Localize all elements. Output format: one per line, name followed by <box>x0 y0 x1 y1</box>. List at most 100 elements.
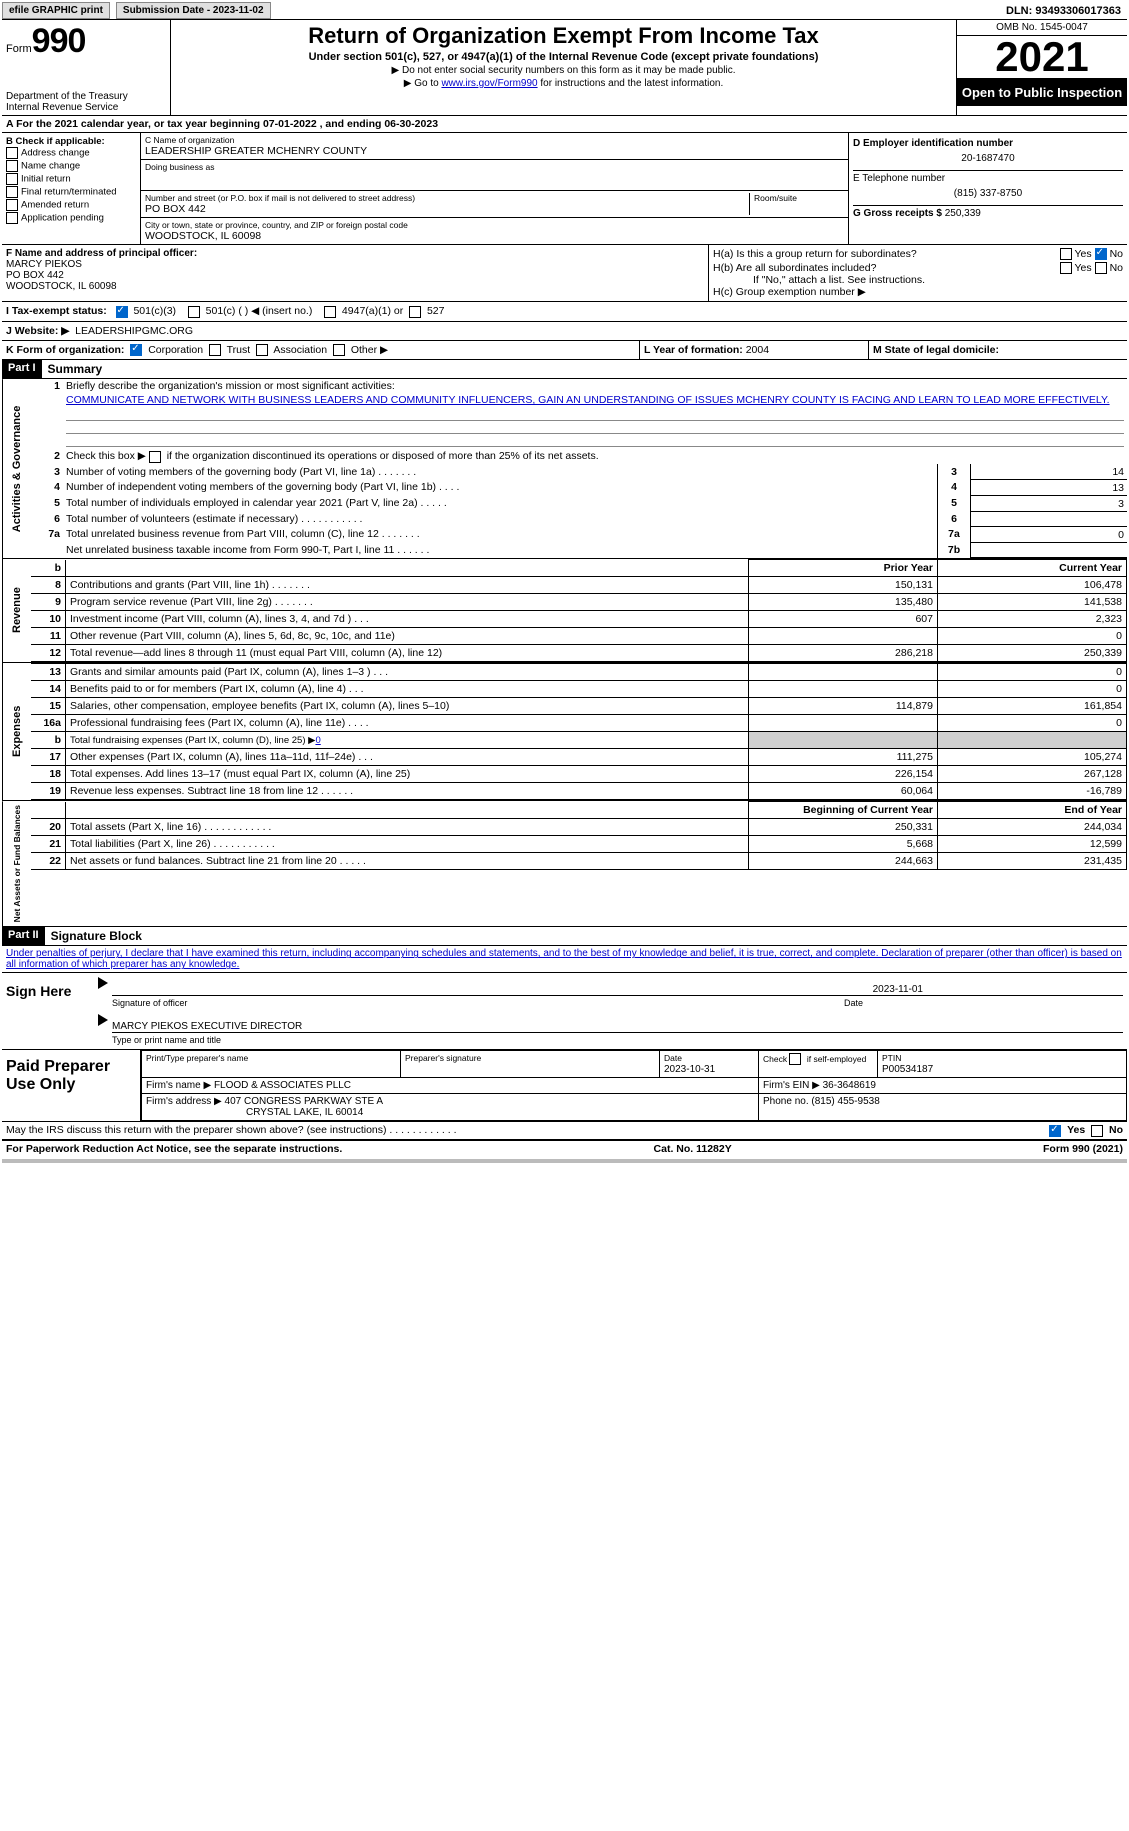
box-d: D Employer identification number20-16874… <box>849 133 1127 244</box>
dba-label: Doing business as <box>145 162 844 172</box>
chk-initial-return[interactable] <box>6 173 18 185</box>
submission-date-button[interactable]: Submission Date - 2023-11-02 <box>116 2 271 19</box>
b-label: b <box>31 560 66 577</box>
chk-other[interactable] <box>333 344 345 356</box>
expenses-table: 13Grants and similar amounts paid (Part … <box>31 663 1127 800</box>
l2-text: Check this box ▶ if the organization dis… <box>66 450 599 462</box>
chk-application-pending[interactable] <box>6 212 18 224</box>
col-curr: Current Year <box>938 560 1127 577</box>
chk-hb-yes[interactable] <box>1060 262 1072 274</box>
lbl-application-pending: Application pending <box>21 213 104 224</box>
lbl-other: Other ▶ <box>351 344 388 356</box>
box-c: C Name of organizationLEADERSHIP GREATER… <box>141 133 849 244</box>
chk-trust[interactable] <box>209 344 221 356</box>
lbl-501c3: 501(c)(3) <box>133 305 176 317</box>
chk-527[interactable] <box>409 306 421 318</box>
prep-sig-label: Preparer's signature <box>405 1053 481 1063</box>
form-subtitle: Under section 501(c), 527, or 4947(a)(1)… <box>177 51 950 63</box>
mission-text: COMMUNICATE AND NETWORK WITH BUSINESS LE… <box>66 392 1124 408</box>
ein-value: 20-1687470 <box>853 149 1123 168</box>
chk-name-change[interactable] <box>6 160 18 172</box>
row-f-h: F Name and address of principal officer:… <box>2 245 1127 302</box>
chk-self-employed[interactable] <box>789 1053 801 1065</box>
discuss-yes: Yes <box>1067 1124 1085 1136</box>
chk-501c[interactable] <box>188 306 200 318</box>
chk-discontinued[interactable] <box>149 451 161 463</box>
part2-header: Part II Signature Block <box>2 927 1127 946</box>
cat-no: Cat. No. 11282Y <box>654 1143 732 1155</box>
chk-amended-return[interactable] <box>6 199 18 211</box>
row-j: J Website: ▶ LEADERSHIPGMC.ORG <box>2 322 1127 341</box>
row-klm: K Form of organization: Corporation Trus… <box>2 341 1127 360</box>
summary-table-governance: 1 Briefly describe the organization's mi… <box>31 379 1127 464</box>
box-b-title: B Check if applicable: <box>6 136 136 147</box>
sig-date-label: Date <box>844 998 1123 1008</box>
ha-yes: Yes <box>1075 248 1092 260</box>
firm-ein: 36-3648619 <box>823 1080 876 1091</box>
lbl-4947: 4947(a)(1) or <box>342 305 403 317</box>
hb-yes: Yes <box>1075 262 1092 274</box>
dept-treasury: Department of the Treasury <box>6 91 166 102</box>
chk-assoc[interactable] <box>256 344 268 356</box>
line-a: A For the 2021 calendar year, or tax yea… <box>2 116 1127 133</box>
org-name-label: C Name of organization <box>145 135 844 145</box>
lbl-trust: Trust <box>227 344 251 356</box>
chk-corp[interactable] <box>130 344 142 356</box>
chk-4947[interactable] <box>324 306 336 318</box>
form-990-foot: 990 <box>1072 1143 1090 1155</box>
lbl-527: 527 <box>427 305 445 317</box>
hb-label: H(b) Are all subordinates included? <box>713 262 876 274</box>
irs-link[interactable]: www.irs.gov/Form990 <box>441 78 537 89</box>
chk-ha-yes[interactable] <box>1060 248 1072 260</box>
top-bar: efile GRAPHIC print Submission Date - 20… <box>2 2 1127 20</box>
note2-pre: ▶ Go to <box>404 78 442 89</box>
governance-rows: 3Number of voting members of the governi… <box>31 464 1127 558</box>
part1-badge: Part I <box>2 360 42 378</box>
room-label: Room/suite <box>754 193 844 203</box>
chk-501c3[interactable] <box>116 306 128 318</box>
preparer-table: Print/Type preparer's name Preparer's si… <box>141 1050 1127 1121</box>
discuss-no: No <box>1109 1124 1123 1136</box>
firm-addr2: CRYSTAL LAKE, IL 60014 <box>146 1107 363 1118</box>
chk-discuss-yes[interactable] <box>1049 1125 1061 1137</box>
arrow-icon-2 <box>98 1014 108 1026</box>
form-number: 990 <box>32 22 86 60</box>
chk-address-change[interactable] <box>6 147 18 159</box>
part1-header: Part I Summary <box>2 360 1127 379</box>
vlabel-expenses: Expenses <box>2 663 31 800</box>
year-formation-label: L Year of formation: <box>644 344 743 356</box>
netassets-table: Beginning of Current YearEnd of Year 20T… <box>31 801 1127 870</box>
officer-typed-name: MARCY PIEKOS EXECUTIVE DIRECTOR <box>112 1021 302 1032</box>
box-b: B Check if applicable: Address change Na… <box>2 133 141 244</box>
firm-phone: (815) 455-9538 <box>811 1096 879 1107</box>
sign-here-label: Sign Here <box>2 973 90 1049</box>
chk-hb-no[interactable] <box>1095 262 1107 274</box>
form-header: Form990 Department of the Treasury Inter… <box>2 20 1127 116</box>
tax-year: 2021 <box>957 36 1127 79</box>
paid-preparer-label: Paid Preparer Use Only <box>2 1050 141 1121</box>
chk-ha-no[interactable] <box>1095 248 1107 260</box>
chk-final-return[interactable] <box>6 186 18 198</box>
part2-title: Signature Block <box>45 927 148 945</box>
tax-status-label: I Tax-exempt status: <box>6 305 107 317</box>
ein-label: D Employer identification number <box>853 138 1013 149</box>
hb-note: If "No," attach a list. See instructions… <box>713 274 1123 286</box>
efile-button[interactable]: efile GRAPHIC print <box>2 2 110 19</box>
col-begin: Beginning of Current Year <box>749 802 938 819</box>
box-h: H(a) Is this a group return for subordin… <box>709 245 1127 301</box>
part1-title: Summary <box>42 360 109 378</box>
dln-label: DLN: 93493306017363 <box>1006 5 1127 17</box>
addr-value: PO BOX 442 <box>145 203 206 215</box>
city-label: City or town, state or province, country… <box>145 220 844 230</box>
chk-discuss-no[interactable] <box>1091 1125 1103 1137</box>
self-employed-label: Check if self-employed <box>763 1054 866 1064</box>
ha-no: No <box>1110 248 1123 260</box>
sign-here-block: Sign Here 2023-11-01 Signature of office… <box>2 972 1127 1050</box>
addr-label: Number and street (or P.O. box if mail i… <box>145 193 749 203</box>
discuss-label: May the IRS discuss this return with the… <box>6 1124 457 1136</box>
lbl-initial-return: Initial return <box>21 174 71 185</box>
lbl-corp: Corporation <box>148 344 203 356</box>
gross-value: 250,339 <box>945 208 981 219</box>
hb-no: No <box>1110 262 1123 274</box>
firm-name: FLOOD & ASSOCIATES PLLC <box>214 1080 351 1091</box>
